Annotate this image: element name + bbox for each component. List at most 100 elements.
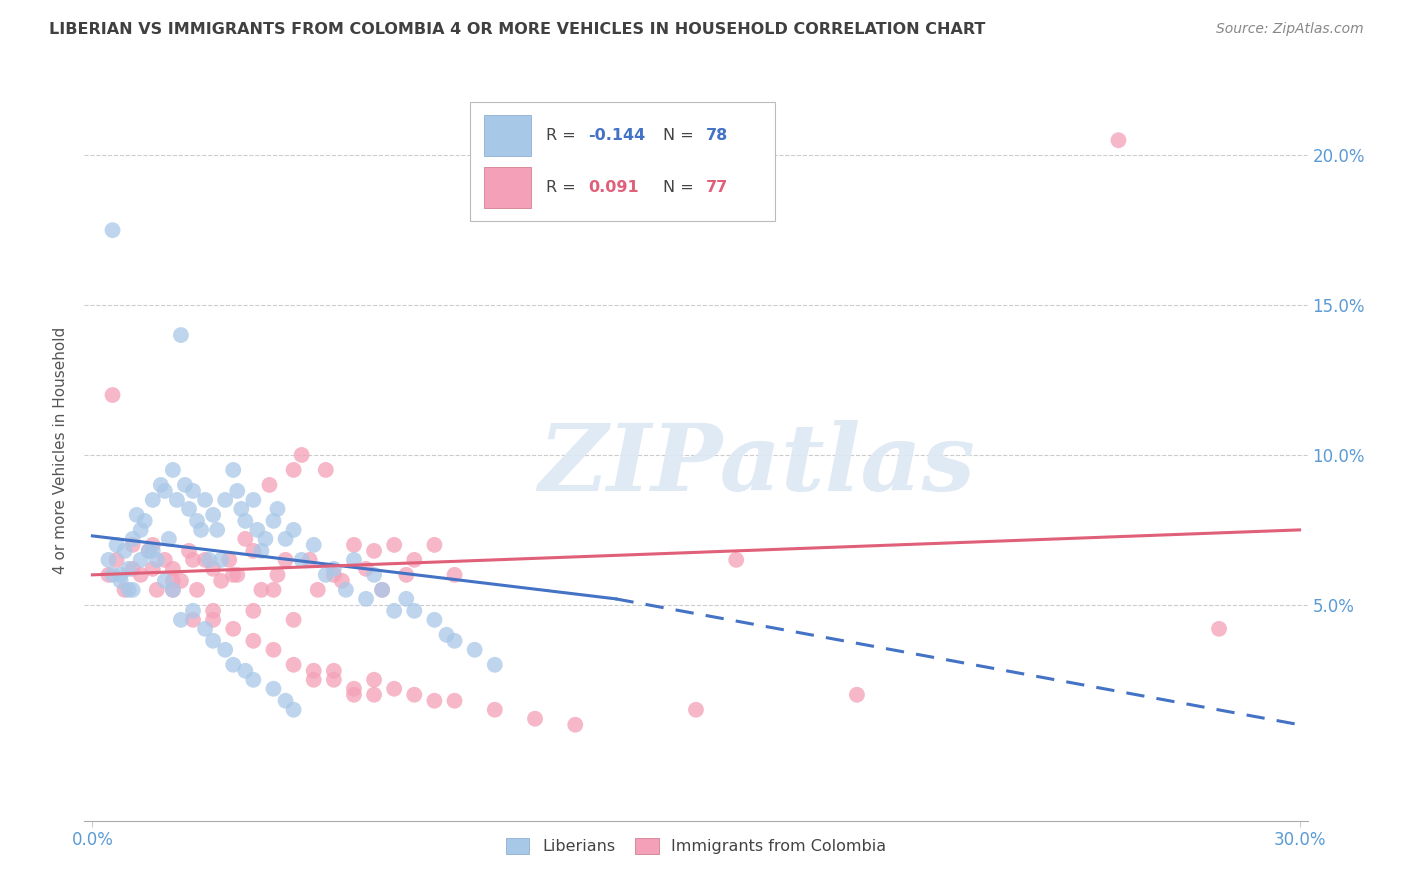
- Point: [114, 582, 136, 597]
- Point: [105, 553, 128, 567]
- Point: [162, 463, 184, 477]
- Point: [283, 523, 305, 537]
- Point: [1208, 622, 1230, 636]
- Point: [117, 562, 139, 576]
- FancyBboxPatch shape: [484, 168, 531, 208]
- Point: [226, 483, 249, 498]
- Point: [371, 582, 394, 597]
- Point: [315, 567, 337, 582]
- Point: [134, 514, 156, 528]
- Point: [1107, 133, 1129, 147]
- Point: [202, 613, 225, 627]
- Point: [250, 582, 273, 597]
- Point: [322, 562, 344, 576]
- Point: [209, 553, 232, 567]
- Point: [194, 553, 217, 567]
- Point: [436, 628, 458, 642]
- Point: [138, 544, 160, 558]
- Text: -0.144: -0.144: [588, 128, 645, 144]
- Point: [174, 478, 197, 492]
- Point: [291, 448, 314, 462]
- Point: [330, 574, 353, 588]
- Point: [117, 582, 139, 597]
- Point: [129, 567, 152, 582]
- Point: [231, 502, 253, 516]
- Y-axis label: 4 or more Vehicles in Household: 4 or more Vehicles in Household: [53, 326, 69, 574]
- Point: [343, 681, 366, 696]
- Text: 0.091: 0.091: [588, 180, 638, 195]
- Point: [382, 681, 405, 696]
- Point: [363, 688, 385, 702]
- Point: [242, 673, 264, 687]
- Point: [322, 673, 344, 687]
- Point: [146, 553, 169, 567]
- Text: R =: R =: [546, 180, 581, 195]
- Point: [845, 688, 868, 702]
- Point: [423, 694, 446, 708]
- Point: [354, 562, 377, 576]
- Point: [263, 681, 285, 696]
- Point: [218, 553, 240, 567]
- Text: N =: N =: [664, 180, 699, 195]
- Point: [170, 613, 193, 627]
- Point: [194, 622, 217, 636]
- Point: [443, 567, 465, 582]
- Point: [242, 544, 264, 558]
- Point: [101, 567, 124, 582]
- Point: [157, 532, 180, 546]
- Point: [170, 328, 193, 343]
- Point: [142, 562, 165, 576]
- Point: [121, 532, 143, 546]
- Point: [129, 553, 152, 567]
- Point: [363, 544, 385, 558]
- Text: 78: 78: [706, 128, 728, 144]
- Point: [242, 633, 264, 648]
- Text: 77: 77: [706, 180, 728, 195]
- Point: [443, 694, 465, 708]
- Point: [242, 604, 264, 618]
- Point: [194, 492, 217, 507]
- Point: [105, 538, 128, 552]
- Point: [205, 523, 228, 537]
- Point: [198, 553, 221, 567]
- Point: [170, 574, 193, 588]
- Point: [97, 553, 120, 567]
- Point: [283, 463, 305, 477]
- Point: [404, 688, 426, 702]
- Point: [153, 574, 176, 588]
- Point: [181, 483, 204, 498]
- Point: [371, 582, 394, 597]
- Point: [233, 514, 256, 528]
- Legend: Liberians, Immigrants from Colombia: Liberians, Immigrants from Colombia: [499, 832, 893, 861]
- Point: [307, 582, 329, 597]
- Point: [125, 508, 148, 522]
- Point: [322, 664, 344, 678]
- Point: [101, 388, 124, 402]
- Point: [382, 604, 405, 618]
- Point: [181, 553, 204, 567]
- Point: [226, 567, 249, 582]
- Point: [138, 544, 160, 558]
- Point: [564, 717, 586, 731]
- Point: [302, 538, 325, 552]
- Point: [142, 538, 165, 552]
- Point: [685, 703, 707, 717]
- Point: [177, 502, 200, 516]
- Text: N =: N =: [664, 128, 699, 144]
- Point: [202, 562, 225, 576]
- Point: [233, 664, 256, 678]
- Point: [214, 642, 236, 657]
- Point: [259, 478, 281, 492]
- Point: [395, 567, 418, 582]
- Point: [222, 567, 245, 582]
- Point: [298, 553, 321, 567]
- Point: [101, 223, 124, 237]
- Point: [202, 508, 225, 522]
- Point: [254, 532, 277, 546]
- Point: [423, 538, 446, 552]
- Point: [146, 582, 169, 597]
- Point: [343, 553, 366, 567]
- Point: [162, 574, 184, 588]
- Point: [263, 582, 285, 597]
- Point: [302, 664, 325, 678]
